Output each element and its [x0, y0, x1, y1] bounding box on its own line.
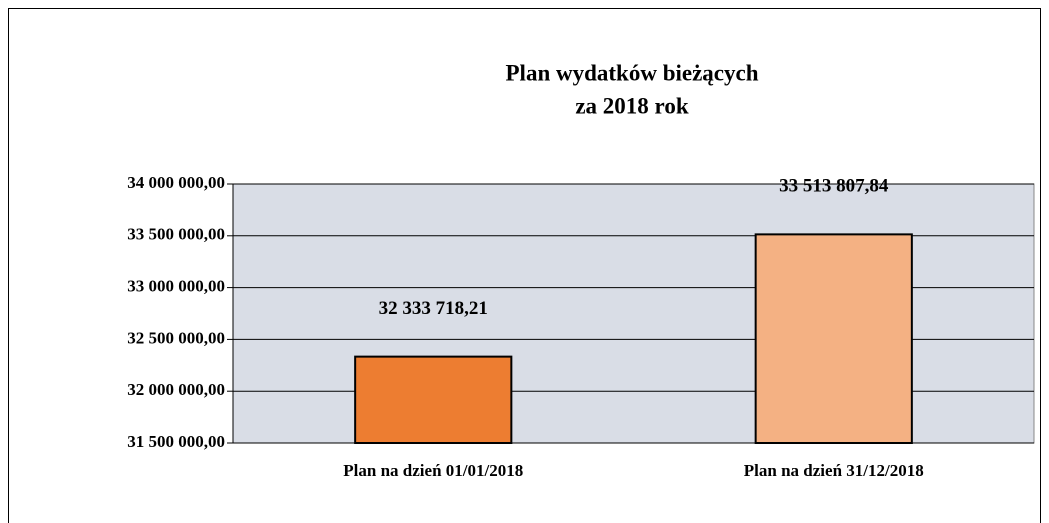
x-tick-label: Plan na dzień 31/12/2018 [744, 461, 924, 480]
y-tick-label: 33 000 000,00 [127, 277, 225, 296]
y-tick-label: 33 500 000,00 [127, 225, 225, 244]
bar [754, 233, 913, 444]
data-label: 32 333 718,21 [379, 298, 488, 319]
plot-area [232, 183, 1035, 444]
bar [354, 355, 513, 445]
y-tick-label: 32 000 000,00 [127, 380, 225, 399]
chart-title: za 2018 rok [575, 93, 689, 118]
data-label: 33 513 807,84 [779, 176, 889, 197]
x-tick-label: Plan na dzień 01/01/2018 [343, 461, 523, 480]
y-tick-label: 34 000 000,00 [127, 173, 225, 192]
chart-title: Plan wydatków bieżących [506, 60, 759, 85]
y-tick-label: 32 500 000,00 [127, 328, 225, 347]
y-tick-label: 31 500 000,00 [127, 432, 225, 451]
